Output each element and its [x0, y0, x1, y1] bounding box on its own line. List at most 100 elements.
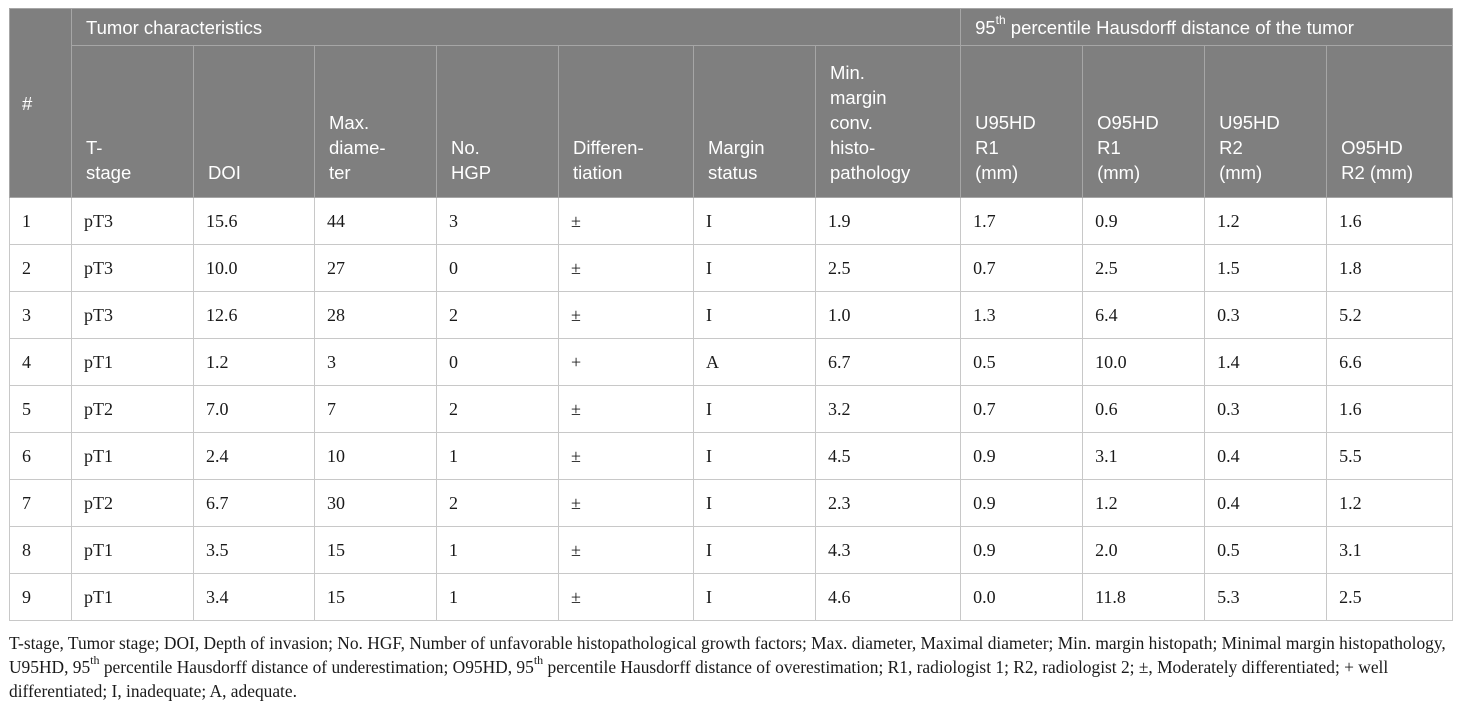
cell-u95hd-r1: 1.7 — [960, 197, 1084, 245]
cell-row-number: 1 — [9, 197, 72, 245]
cell-margin-status: I — [693, 385, 816, 433]
cell-o95hd-r2: 5.2 — [1326, 291, 1454, 339]
cell-min-margin: 4.5 — [814, 432, 962, 480]
cell-o95hd-r1: 2.5 — [1082, 244, 1206, 292]
cell-margin-status: I — [693, 197, 816, 245]
group-header-row: # Tumor characteristics 95th percentile … — [9, 8, 1454, 198]
table-container: # Tumor characteristics 95th percentile … — [9, 8, 1454, 703]
cell-doi: 7.0 — [193, 385, 315, 433]
cell-margin-status: A — [693, 338, 816, 386]
cell-t-stage: pT1 — [71, 338, 194, 386]
column-header-max-diameter: Max. diame- ter — [314, 45, 437, 198]
column-header-t-stage: T- stage — [71, 45, 194, 198]
cell-o95hd-r1: 10.0 — [1082, 338, 1206, 386]
cell-min-margin: 6.7 — [814, 338, 962, 386]
cell-doi: 6.7 — [193, 479, 315, 527]
cell-no-hgp: 2 — [436, 291, 559, 339]
cell-o95hd-r1: 11.8 — [1082, 573, 1206, 621]
cell-doi: 3.4 — [193, 573, 315, 621]
cell-o95hd-r2: 1.6 — [1326, 197, 1454, 245]
table-body: 1 pT3 15.6 44 3 ± I 1.9 1.7 0.9 1.2 1.6 2 pT3 10.0 27 0 ±… — [9, 197, 1454, 621]
cell-no-hgp: 1 — [436, 526, 559, 574]
cell-max-diameter: 30 — [314, 479, 437, 527]
cell-u95hd-r1: 0.5 — [960, 338, 1084, 386]
cell-o95hd-r2: 5.5 — [1326, 432, 1454, 480]
cell-no-hgp: 0 — [436, 338, 559, 386]
cell-max-diameter: 3 — [314, 338, 437, 386]
cell-t-stage: pT3 — [71, 291, 194, 339]
cell-min-margin: 1.0 — [814, 291, 962, 339]
cell-min-margin: 4.6 — [814, 573, 962, 621]
table-footnote: T-stage, Tumor stage; DOI, Depth of inva… — [9, 633, 1446, 701]
cell-row-number: 3 — [9, 291, 72, 339]
table-row: 3 pT3 12.6 28 2 ± I 1.0 1.3 6.4 0.3 5.2 — [9, 291, 1454, 339]
table-row: 1 pT3 15.6 44 3 ± I 1.9 1.7 0.9 1.2 1.6 — [9, 197, 1454, 245]
cell-no-hgp: 1 — [436, 573, 559, 621]
cell-max-diameter: 7 — [314, 385, 437, 433]
column-header-row: T- stage DOI Max. diame- ter No. HGP Dif… — [10, 45, 1454, 198]
cell-margin-status: I — [693, 432, 816, 480]
cell-row-number: 7 — [9, 479, 72, 527]
cell-differentiation: + — [558, 338, 694, 386]
cell-t-stage: pT1 — [71, 526, 194, 574]
cell-doi: 2.4 — [193, 432, 315, 480]
cell-row-number: 8 — [9, 526, 72, 574]
cell-margin-status: I — [693, 526, 816, 574]
cell-no-hgp: 2 — [436, 479, 559, 527]
cell-u95hd-r2: 0.4 — [1204, 432, 1328, 480]
cell-o95hd-r1: 1.2 — [1082, 479, 1206, 527]
cell-margin-status: I — [693, 291, 816, 339]
cell-margin-status: I — [693, 479, 816, 527]
cell-differentiation: ± — [558, 432, 694, 480]
cell-min-margin: 4.3 — [814, 526, 962, 574]
cell-u95hd-r1: 0.7 — [960, 385, 1084, 433]
cell-t-stage: pT3 — [71, 244, 194, 292]
cell-differentiation: ± — [558, 291, 694, 339]
cell-max-diameter: 10 — [314, 432, 437, 480]
cell-min-margin: 1.9 — [814, 197, 962, 245]
cell-min-margin: 3.2 — [814, 385, 962, 433]
cell-max-diameter: 27 — [314, 244, 437, 292]
cell-u95hd-r1: 1.3 — [960, 291, 1084, 339]
cell-u95hd-r2: 1.5 — [1204, 244, 1328, 292]
cell-margin-status: I — [693, 244, 816, 292]
cell-o95hd-r2: 1.2 — [1326, 479, 1454, 527]
cell-u95hd-r2: 0.3 — [1204, 291, 1328, 339]
cell-t-stage: pT3 — [71, 197, 194, 245]
cell-o95hd-r1: 3.1 — [1082, 432, 1206, 480]
cell-o95hd-r2: 6.6 — [1326, 338, 1454, 386]
cell-max-diameter: 28 — [314, 291, 437, 339]
cell-row-number: 5 — [9, 385, 72, 433]
results-table: # Tumor characteristics 95th percentile … — [9, 8, 1454, 621]
cell-u95hd-r1: 0.9 — [960, 432, 1084, 480]
cell-no-hgp: 3 — [436, 197, 559, 245]
column-header-no-hgp: No. HGP — [436, 45, 559, 198]
cell-max-diameter: 15 — [314, 573, 437, 621]
header-tumor-characteristics: Tumor characteristics — [70, 8, 962, 46]
cell-u95hd-r2: 1.2 — [1204, 197, 1328, 245]
cell-o95hd-r1: 2.0 — [1082, 526, 1206, 574]
cell-o95hd-r1: 0.6 — [1082, 385, 1206, 433]
cell-row-number: 9 — [9, 573, 72, 621]
cell-doi: 12.6 — [193, 291, 315, 339]
column-header-doi: DOI — [193, 45, 315, 198]
cell-u95hd-r2: 5.3 — [1204, 573, 1328, 621]
column-header-u95hd-r2: U95HD R2 (mm) — [1204, 45, 1328, 198]
table-row: 6 pT1 2.4 10 1 ± I 4.5 0.9 3.1 0.4 5.5 — [9, 432, 1454, 480]
cell-differentiation: ± — [558, 197, 694, 245]
cell-u95hd-r2: 0.4 — [1204, 479, 1328, 527]
table-row: 4 pT1 1.2 3 0 + A 6.7 0.5 10.0 1.4 6.6 — [9, 338, 1454, 386]
column-header-margin-status: Margin status — [693, 45, 816, 198]
cell-differentiation: ± — [558, 244, 694, 292]
cell-min-margin: 2.3 — [814, 479, 962, 527]
cell-u95hd-r2: 1.4 — [1204, 338, 1328, 386]
cell-row-number: 6 — [9, 432, 72, 480]
column-header-differentiation: Differen- tiation — [558, 45, 694, 198]
cell-u95hd-r1: 0.9 — [960, 479, 1084, 527]
table-row: 7 pT2 6.7 30 2 ± I 2.3 0.9 1.2 0.4 1.2 — [9, 479, 1454, 527]
cell-o95hd-r1: 6.4 — [1082, 291, 1206, 339]
cell-t-stage: pT1 — [71, 573, 194, 621]
header-hausdorff-distance: 95th percentile Hausdorff distance of th… — [960, 8, 1454, 46]
table-row: 2 pT3 10.0 27 0 ± I 2.5 0.7 2.5 1.5 1.8 — [9, 244, 1454, 292]
cell-o95hd-r2: 2.5 — [1326, 573, 1454, 621]
